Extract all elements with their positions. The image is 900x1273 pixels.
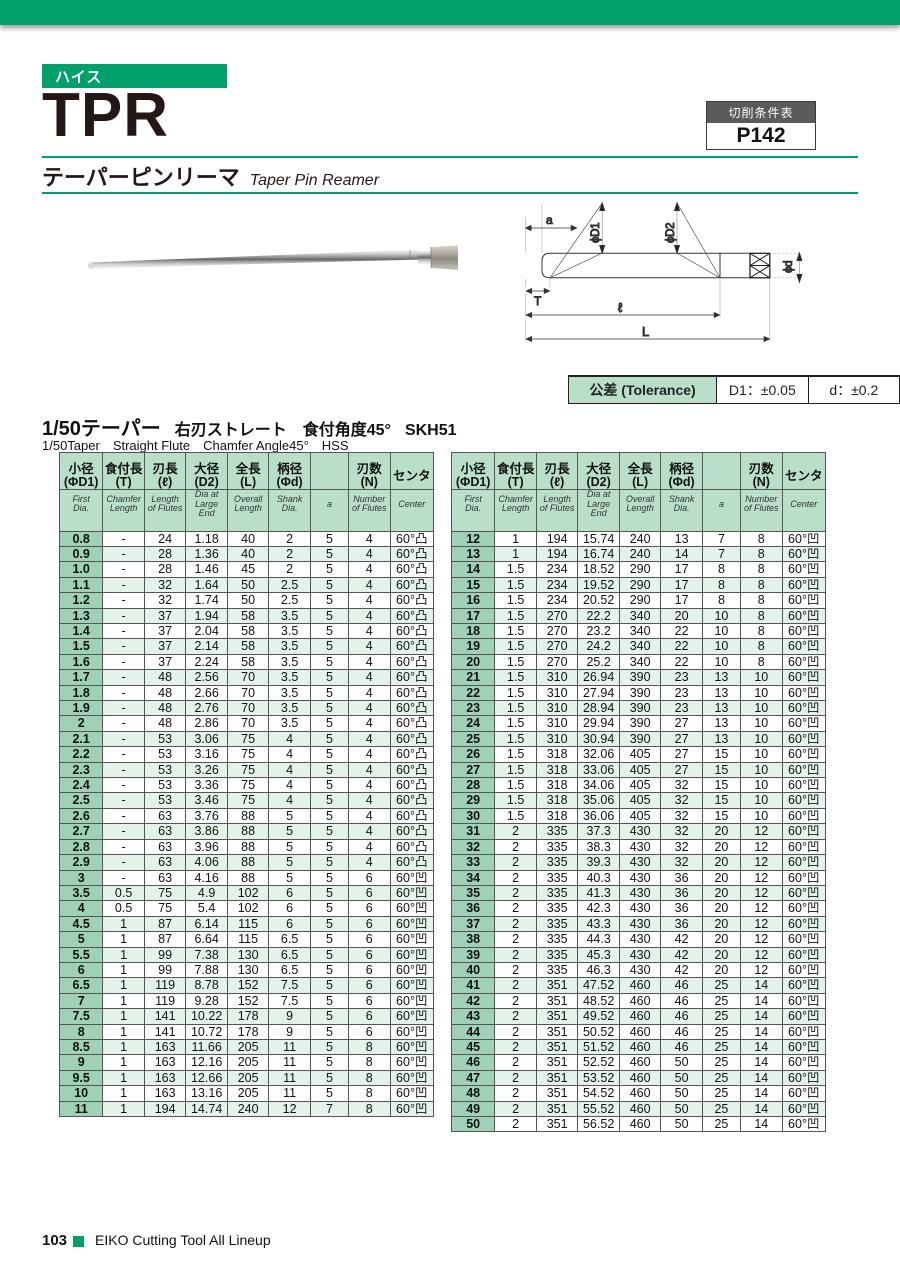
svg-text:ℓ: ℓ (618, 300, 623, 315)
svg-text:a: a (546, 213, 553, 227)
svg-text:ϕD2: ϕD2 (665, 223, 677, 243)
svg-text:ϕd: ϕd (783, 261, 795, 273)
svg-text:T: T (534, 294, 542, 308)
svg-text:ϕD1: ϕD1 (590, 223, 602, 243)
svg-text:L: L (642, 324, 649, 339)
